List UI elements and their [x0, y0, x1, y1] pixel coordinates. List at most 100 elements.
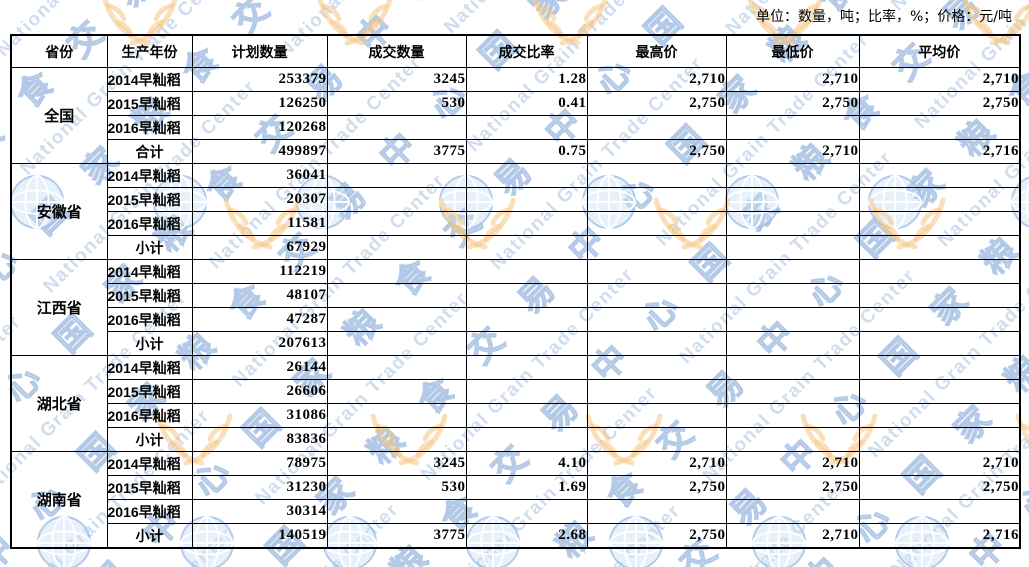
deal-cell	[326, 163, 467, 188]
plan-cell: 112219	[191, 259, 328, 284]
ratio-cell: 2.68	[465, 523, 588, 549]
ratio-cell: 0.75	[465, 139, 588, 164]
plan-cell: 499897	[191, 139, 328, 164]
low-cell: 2,710	[725, 523, 860, 549]
high-cell	[586, 187, 727, 212]
low-cell	[725, 331, 860, 356]
avg-cell: 2,710	[858, 67, 1021, 92]
ratio-cell	[465, 211, 588, 236]
high-cell: 2,750	[586, 523, 727, 549]
ratio-cell	[465, 499, 588, 524]
deal-cell: 3775	[326, 523, 467, 549]
deal-cell	[326, 331, 467, 356]
high-cell	[586, 499, 727, 524]
ratio-cell	[465, 403, 588, 428]
plan-cell: 83836	[191, 427, 328, 452]
table-row: 湖南省 2014早籼稻 78975 3245 4.10 2,710 2,710 2,710	[10, 451, 1021, 549]
col-header-highest-price: 最高价	[586, 34, 727, 68]
year-cell: 2016早籼稻	[106, 115, 193, 140]
ratio-cell	[465, 427, 588, 452]
high-cell	[586, 379, 727, 404]
year-cell: 2014早籼稻	[106, 451, 193, 476]
deal-cell	[326, 235, 467, 260]
year-cell: 2014早籼稻	[106, 67, 193, 92]
plan-cell: 78975	[191, 451, 328, 476]
high-cell	[586, 211, 727, 236]
plan-cell: 11581	[191, 211, 328, 236]
low-cell	[725, 307, 860, 332]
ratio-cell	[465, 379, 588, 404]
deal-cell: 3775	[326, 139, 467, 164]
deal-cell	[326, 211, 467, 236]
high-cell: 2,710	[586, 451, 727, 476]
year-cell: 2016早籼稻	[106, 403, 193, 428]
high-cell	[586, 259, 727, 284]
ratio-cell	[465, 355, 588, 380]
avg-cell	[858, 163, 1021, 188]
subtotal-label-cell: 小计	[106, 523, 193, 549]
deal-cell	[326, 499, 467, 524]
ratio-cell: 4.10	[465, 451, 588, 476]
high-cell: 2,750	[586, 475, 727, 500]
col-header-deal-qty: 成交数量	[326, 34, 467, 68]
year-cell: 2015早籼稻	[106, 91, 193, 116]
avg-cell	[858, 283, 1021, 308]
table-row: 2016早籼稻 31086	[11, 403, 1021, 428]
year-cell: 2015早籼稻	[106, 283, 193, 308]
table-row: 2015早籼稻 48107	[11, 283, 1021, 308]
deal-cell	[326, 355, 467, 380]
table-row: 合计 499897 3775 0.75 2,750 2,710 2,716	[11, 139, 1021, 164]
ratio-cell	[465, 115, 588, 140]
high-cell	[586, 307, 727, 332]
table-row: 湖北省 2014早籼稻 26144	[10, 355, 1021, 452]
high-cell	[586, 403, 727, 428]
subtotal-label-cell: 小计	[106, 235, 193, 260]
table-row: 2016早籼稻 120268	[11, 115, 1021, 140]
avg-cell	[858, 499, 1021, 524]
col-header-lowest-price: 最低价	[725, 34, 860, 68]
avg-cell	[858, 235, 1021, 260]
table-row: 2015早籼稻 126250 530 0.41 2,750 2,750 2,750	[11, 91, 1021, 116]
avg-cell: 2,710	[858, 451, 1021, 476]
low-cell	[725, 211, 860, 236]
high-cell: 2,750	[586, 139, 727, 164]
unit-note: 单位：数量，吨；比率，%；价格：元/吨	[755, 9, 1012, 25]
low-cell	[725, 259, 860, 284]
col-header-deal-ratio: 成交比率	[465, 34, 588, 68]
col-header-year: 生产年份	[106, 34, 193, 68]
table-row: 小计 83836	[11, 427, 1021, 452]
table-row: 小计 67929	[11, 235, 1021, 260]
province-cell: 全国	[10, 67, 108, 164]
low-cell	[725, 499, 860, 524]
plan-cell: 253379	[191, 67, 328, 92]
low-cell	[725, 163, 860, 188]
province-cell: 湖北省	[10, 355, 108, 452]
deal-cell	[326, 379, 467, 404]
high-cell	[586, 235, 727, 260]
plan-cell: 47287	[191, 307, 328, 332]
avg-cell: 2,716	[858, 139, 1021, 164]
deal-cell: 3245	[326, 67, 467, 92]
avg-cell	[858, 187, 1021, 212]
table-row: 2016早籼稻 30314	[11, 499, 1021, 524]
low-cell	[725, 355, 860, 380]
low-cell: 2,750	[725, 475, 860, 500]
ratio-cell: 1.69	[465, 475, 588, 500]
plan-cell: 140519	[191, 523, 328, 549]
col-header-province: 省份	[10, 34, 108, 68]
plan-cell: 48107	[191, 283, 328, 308]
col-header-average-price: 平均价	[858, 34, 1021, 68]
subtotal-label-cell: 合计	[106, 139, 193, 164]
year-cell: 2015早籼稻	[106, 475, 193, 500]
table-row: 2015早籼稻 20307	[11, 187, 1021, 212]
low-cell	[725, 115, 860, 140]
plan-cell: 20307	[191, 187, 328, 212]
deal-cell: 530	[326, 91, 467, 116]
low-cell	[725, 187, 860, 212]
table-row: 江西省 2014早籼稻 112219	[10, 259, 1021, 356]
plan-cell: 67929	[191, 235, 328, 260]
year-cell: 2015早籼稻	[106, 379, 193, 404]
deal-cell	[326, 307, 467, 332]
subtotal-label-cell: 小计	[106, 427, 193, 452]
